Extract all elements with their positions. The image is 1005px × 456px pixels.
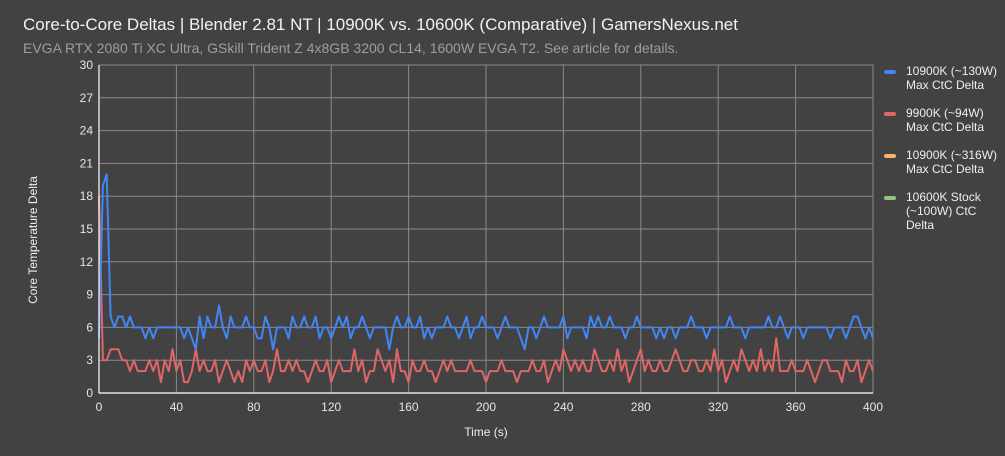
x-tick-label: 120 <box>321 400 341 414</box>
legend-label: 10900K (~130W) Max CtC Delta <box>906 64 998 92</box>
x-tick-label: 80 <box>247 400 261 414</box>
chart-subtitle: EVGA RTX 2080 Ti XC Ultra, GSkill Triden… <box>23 40 679 56</box>
x-tick-label: 40 <box>170 400 184 414</box>
x-tick-label: 240 <box>553 400 573 414</box>
y-tick-label: 27 <box>80 91 94 105</box>
series-lines <box>98 173 874 384</box>
y-tick-labels: 0 3 6 9 12 15 18 21 24 27 30 <box>80 58 94 400</box>
y-tick-label: 15 <box>80 222 94 236</box>
y-axis-title: Core Temperature Delta <box>26 176 40 304</box>
legend-label: 9900K (~94W) Max CtC Delta <box>906 106 985 134</box>
legend-swatch-icon <box>884 112 896 116</box>
x-tick-label: 320 <box>708 400 728 414</box>
legend: 10900K (~130W) Max CtC Delta 9900K (~94W… <box>884 64 1002 246</box>
series-line <box>98 173 874 351</box>
x-tick-label: 160 <box>399 400 419 414</box>
y-tick-label: 18 <box>80 189 94 203</box>
legend-swatch-icon <box>884 196 896 200</box>
x-tick-labels: 0 40 80 120 160 200 240 280 320 360 400 <box>96 400 884 414</box>
y-tick-label: 0 <box>86 386 93 400</box>
legend-swatch-icon <box>884 70 896 74</box>
legend-label: 10600K Stock (~100W) CtC Delta <box>906 190 981 232</box>
y-tick-label: 21 <box>80 156 94 170</box>
x-tick-label: 200 <box>476 400 496 414</box>
legend-item-10600k-stock[interactable]: 10600K Stock (~100W) CtC Delta <box>884 190 1002 232</box>
x-tick-label: 280 <box>631 400 651 414</box>
x-tick-label: 0 <box>96 400 103 414</box>
y-tick-label: 24 <box>80 124 94 138</box>
legend-swatch-icon <box>884 154 896 158</box>
legend-item-10900k-316w[interactable]: 10900K (~316W) Max CtC Delta <box>884 148 1002 176</box>
legend-label: 10900K (~316W) Max CtC Delta <box>906 148 998 176</box>
x-axis-title: Time (s) <box>464 425 508 439</box>
y-tick-label: 9 <box>86 288 93 302</box>
legend-item-10900k-130w[interactable]: 10900K (~130W) Max CtC Delta <box>884 64 1002 92</box>
x-tick-label: 400 <box>863 400 883 414</box>
y-tick-label: 6 <box>86 320 93 334</box>
y-tick-label: 12 <box>80 255 94 269</box>
series-line <box>98 196 874 384</box>
gridlines <box>99 64 874 393</box>
y-tick-label: 3 <box>86 353 93 367</box>
chart-title: Core-to-Core Deltas | Blender 2.81 NT | … <box>23 15 738 34</box>
x-tick-label: 360 <box>786 400 806 414</box>
y-tick-label: 30 <box>80 58 94 72</box>
legend-item-9900k-94w[interactable]: 9900K (~94W) Max CtC Delta <box>884 106 1002 134</box>
